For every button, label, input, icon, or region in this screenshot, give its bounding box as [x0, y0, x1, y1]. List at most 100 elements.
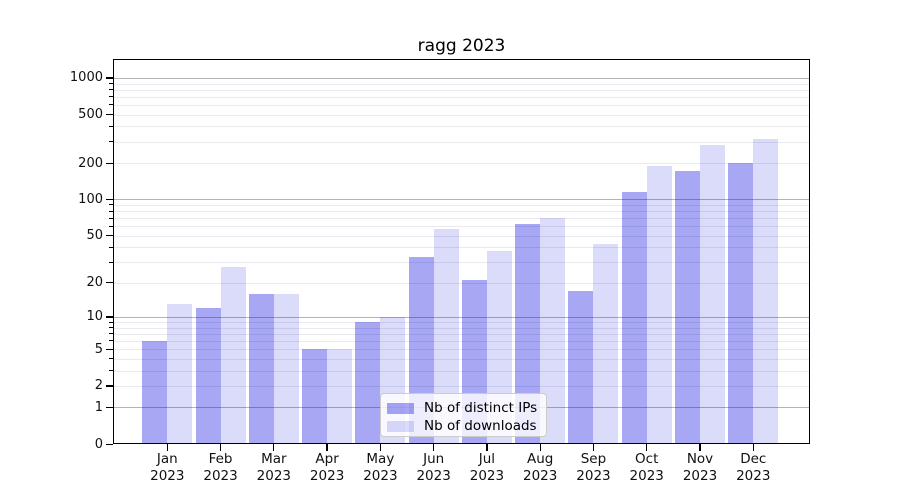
y-minor-tick	[109, 89, 113, 91]
chart-title: ragg 2023	[417, 36, 506, 56]
x-tick-label-month: Apr	[315, 451, 339, 467]
y-minor-tick	[109, 321, 113, 323]
x-tick-label: Aug 2023	[523, 451, 557, 484]
x-tick-label-year: 2023	[736, 467, 771, 484]
x-tick-label-month: Mar	[261, 451, 287, 467]
y-tick-label: 50	[86, 228, 103, 244]
y-tick	[106, 198, 113, 201]
x-tick-label-month: Jun	[423, 451, 445, 467]
x-tick-label-year: 2023	[576, 467, 611, 484]
y-gridline-minor	[113, 322, 810, 323]
y-gridline-major	[113, 77, 810, 79]
bar-distinct-ips-feb	[195, 308, 221, 444]
x-tick	[326, 444, 328, 451]
y-gridline-minor	[113, 349, 810, 351]
y-gridline-minor	[113, 226, 810, 228]
x-tick-label-year: 2023	[629, 467, 664, 484]
x-tick-label: Sep 2023	[576, 451, 610, 484]
y-minor-tick	[109, 104, 113, 106]
y-tick-label: 5	[94, 341, 103, 357]
y-minor-tick	[109, 327, 113, 329]
y-tick-label: 10	[86, 309, 103, 325]
x-tick	[433, 444, 435, 451]
x-tick-label-year: 2023	[469, 467, 505, 484]
y-gridline-major	[113, 316, 810, 318]
x-tick-label: Jun 2023	[416, 451, 450, 484]
bar-downloads-jan	[167, 304, 193, 444]
y-minor-tick	[109, 246, 113, 248]
y-tick	[106, 282, 113, 284]
y-minor-tick	[109, 204, 113, 206]
bar-distinct-ips-nov	[675, 171, 700, 444]
y-minor-tick	[109, 217, 113, 219]
y-tick	[106, 406, 113, 409]
y-gridline-minor	[113, 163, 810, 164]
x-tick-label: Feb 2023	[203, 451, 237, 484]
legend-swatch-downloads	[387, 420, 414, 432]
x-tick-label: Apr 2023	[310, 451, 344, 484]
bar-distinct-ips-mar	[248, 293, 274, 444]
y-tick-label: 200	[78, 155, 103, 171]
y-gridline-minor	[113, 340, 810, 342]
bar-distinct-ips-jan	[142, 340, 168, 444]
y-tick	[106, 162, 113, 164]
y-minor-tick	[109, 333, 113, 335]
bar-distinct-ips-oct	[621, 191, 647, 444]
y-gridline-minor	[113, 126, 810, 128]
x-tick-label-month: May	[366, 451, 395, 467]
bar-distinct-ips-sep	[568, 290, 594, 444]
y-minor-tick	[109, 358, 113, 360]
x-tick	[752, 444, 754, 451]
y-gridline-minor	[113, 141, 810, 143]
x-tick-label-year: 2023	[523, 467, 558, 484]
y-minor-tick	[109, 96, 113, 98]
y-minor-tick	[109, 225, 113, 227]
y-gridline-minor	[113, 114, 810, 116]
bar-distinct-ips-may	[355, 322, 381, 444]
y-tick-label: 20	[86, 275, 103, 291]
y-gridline-minor	[113, 204, 810, 206]
bar-distinct-ips-dec	[728, 163, 754, 444]
y-tick	[106, 385, 113, 387]
y-gridline-minor	[113, 333, 810, 335]
x-tick-label-year: 2023	[682, 467, 718, 484]
x-tick	[379, 444, 382, 451]
y-minor-tick	[109, 261, 113, 263]
bar-downloads-sep	[593, 243, 619, 444]
x-tick	[699, 444, 701, 451]
y-gridline-major	[113, 199, 810, 201]
x-tick-label-month: Feb	[208, 451, 233, 467]
y-tick-label: 1	[94, 399, 103, 415]
y-tick-label: 1000	[69, 70, 103, 86]
x-tick-label-month: Nov	[686, 451, 714, 467]
plot-area: 0 1 2 5 10 20 50 100 200 500 1000 Jan 2023 Feb 2023 Mar…	[70, 59, 810, 484]
x-tick-label-month: Oct	[635, 451, 659, 467]
y-tick	[106, 114, 113, 116]
x-tick-label-year: 2023	[203, 467, 238, 484]
y-minor-tick	[109, 370, 113, 372]
y-minor-tick	[109, 210, 113, 212]
x-tick	[273, 444, 275, 451]
y-gridline-minor	[113, 247, 810, 249]
x-tick	[486, 444, 488, 451]
y-minor-tick	[109, 83, 113, 85]
x-tick-label: Jan 2023	[150, 451, 184, 484]
x-tick-label-month: Aug	[526, 451, 554, 467]
y-gridline-minor	[113, 83, 810, 85]
x-tick	[219, 444, 222, 451]
y-gridline-minor	[113, 327, 810, 329]
y-gridline-minor	[113, 218, 810, 220]
legend-entry-label: Nb of downloads	[424, 418, 537, 434]
y-minor-tick	[109, 125, 113, 127]
x-tick-label: Mar 2023	[257, 451, 291, 484]
y-gridline-minor	[113, 211, 810, 213]
y-gridline-minor	[113, 370, 810, 372]
x-tick	[539, 444, 541, 451]
y-tick-label: 2	[94, 378, 103, 394]
y-tick-label: 100	[78, 191, 103, 207]
x-tick-label-month: Jan	[156, 451, 178, 467]
x-tick	[166, 444, 168, 451]
y-gridline-minor	[113, 235, 810, 237]
x-tick-label-month: Jul	[478, 451, 496, 467]
x-tick-label-year: 2023	[150, 467, 185, 484]
